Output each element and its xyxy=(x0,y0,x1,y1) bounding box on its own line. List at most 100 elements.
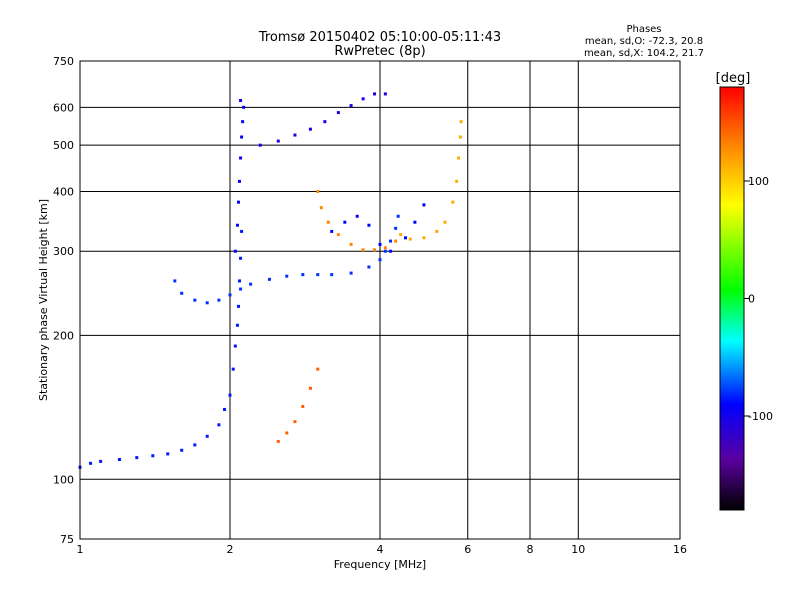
data-point xyxy=(316,367,320,371)
data-point xyxy=(193,443,197,447)
data-point xyxy=(349,271,353,275)
data-point xyxy=(349,242,353,246)
data-point xyxy=(231,367,235,371)
data-point xyxy=(173,279,177,283)
data-point xyxy=(135,456,139,460)
data-points xyxy=(78,92,463,469)
data-point xyxy=(217,423,221,427)
data-point xyxy=(336,233,340,237)
data-point xyxy=(422,203,426,207)
data-point xyxy=(228,293,232,297)
colorbar-tick-label: 100 xyxy=(748,175,769,188)
data-point xyxy=(235,223,239,227)
x-tick-label: 10 xyxy=(571,543,585,556)
data-point xyxy=(89,461,93,465)
data-point xyxy=(316,273,320,277)
data-point xyxy=(373,92,377,96)
y-tick-label: 200 xyxy=(53,329,74,342)
colorbar-tick-label: 0 xyxy=(748,293,755,306)
data-point xyxy=(413,220,417,224)
colorbar-tick-label: -100 xyxy=(748,410,773,423)
colorbar-label: [deg] xyxy=(716,71,751,86)
data-point xyxy=(293,420,297,424)
data-point xyxy=(319,206,323,210)
data-point xyxy=(236,304,240,308)
data-point xyxy=(228,393,232,397)
data-point xyxy=(394,226,398,230)
data-point xyxy=(389,249,393,253)
stats-x-mode: mean, sd,X: 104.2, 21.7 xyxy=(584,48,704,59)
data-point xyxy=(205,434,209,438)
y-axis-ticks: 75 100 200 300 400 500 600 750 xyxy=(53,55,74,546)
data-point xyxy=(389,239,393,243)
data-point xyxy=(239,287,243,291)
data-point xyxy=(378,242,382,246)
data-point xyxy=(233,344,237,348)
data-point xyxy=(455,179,459,183)
data-point xyxy=(223,407,227,411)
y-tick-label: 750 xyxy=(53,55,74,68)
x-tick-label: 8 xyxy=(527,543,534,556)
data-point xyxy=(326,220,330,224)
colorbar xyxy=(719,86,745,511)
data-point xyxy=(308,127,312,131)
data-point xyxy=(117,457,121,461)
data-point xyxy=(285,274,289,278)
x-tick-label: 4 xyxy=(377,543,384,556)
data-point xyxy=(301,273,305,277)
y-tick-label: 600 xyxy=(53,101,74,114)
data-point xyxy=(241,120,245,124)
data-point xyxy=(235,323,239,327)
data-point xyxy=(238,179,242,183)
data-point xyxy=(383,249,387,253)
data-point xyxy=(285,431,289,435)
data-point xyxy=(367,223,371,227)
data-point xyxy=(383,246,387,250)
data-point xyxy=(361,248,365,252)
data-point xyxy=(258,143,262,147)
data-point xyxy=(308,386,312,390)
data-point xyxy=(267,277,271,281)
data-point xyxy=(451,200,455,204)
y-axis-label: Stationary phase Virtual Height [km] xyxy=(37,199,50,401)
data-point xyxy=(459,120,463,124)
data-point xyxy=(180,448,184,452)
data-point xyxy=(323,120,327,124)
data-point xyxy=(330,229,334,233)
data-point xyxy=(238,279,242,283)
data-point xyxy=(394,239,398,243)
data-point xyxy=(355,214,359,218)
data-point xyxy=(301,404,305,408)
data-point xyxy=(316,189,320,193)
y-tick-label: 300 xyxy=(53,245,74,258)
y-tick-label: 75 xyxy=(60,533,74,546)
data-point xyxy=(193,298,197,302)
stats-heading: Phases xyxy=(626,24,661,35)
data-point xyxy=(180,291,184,295)
data-point xyxy=(233,249,237,253)
x-axis-label: Frequency [MHz] xyxy=(334,558,426,571)
data-point xyxy=(242,105,246,109)
chart-subtitle: RwPretec (8p) xyxy=(334,44,425,59)
data-point xyxy=(378,258,382,262)
data-point xyxy=(458,135,462,139)
data-point xyxy=(276,139,280,143)
y-tick-label: 500 xyxy=(53,139,74,152)
x-tick-label: 2 xyxy=(227,543,234,556)
x-tick-label: 16 xyxy=(673,543,687,556)
data-point xyxy=(443,220,447,224)
colorbar-ticks: -100 0 100 xyxy=(744,175,773,423)
data-point xyxy=(239,156,243,160)
data-point xyxy=(293,133,297,137)
x-tick-label: 1 xyxy=(77,543,84,556)
data-point xyxy=(361,97,365,101)
data-point xyxy=(330,273,334,277)
data-point xyxy=(236,200,240,204)
data-point xyxy=(399,233,403,237)
data-point xyxy=(457,156,461,160)
data-point xyxy=(383,92,387,96)
x-tick-label: 6 xyxy=(464,543,471,556)
y-tick-label: 400 xyxy=(53,185,74,198)
data-point xyxy=(403,236,407,240)
